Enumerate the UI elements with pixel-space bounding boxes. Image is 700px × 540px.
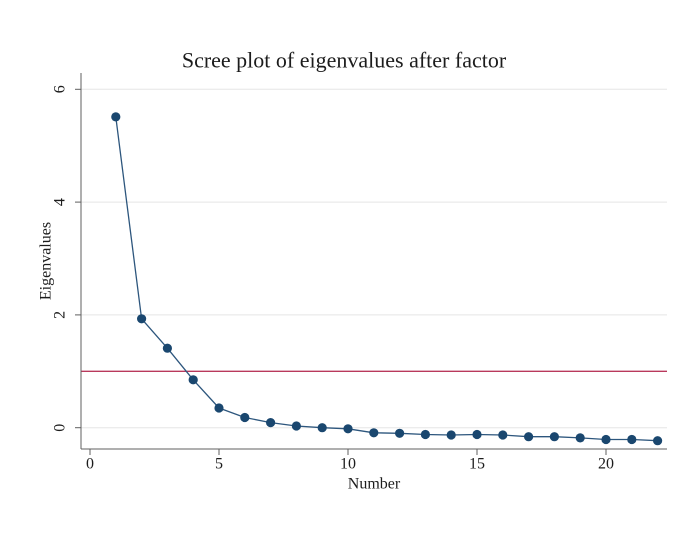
- data-point-marker: [188, 375, 198, 385]
- data-point-marker: [420, 429, 430, 440]
- data-point-marker: [498, 430, 508, 440]
- x-tick-label: 0: [86, 456, 94, 473]
- eigenvalue-series: [111, 112, 663, 446]
- x-tick-label: 15: [469, 456, 485, 473]
- data-point-marker: [240, 412, 250, 423]
- data-point-marker: [446, 430, 456, 440]
- x-tick-label: 20: [598, 456, 614, 473]
- y-axis-title: Eigenvalues: [38, 222, 55, 300]
- data-point-marker: [653, 436, 663, 446]
- data-point-marker: [137, 314, 147, 324]
- data-point-marker: [575, 433, 585, 443]
- x-axis-ticks: 0 5 10 15 20: [86, 449, 614, 473]
- chart-title: Scree plot of eigenvalues after factor: [182, 48, 507, 73]
- data-point-marker: [549, 432, 560, 442]
- data-point-marker: [627, 434, 637, 445]
- data-point-marker: [601, 434, 611, 445]
- y-tick-label: 2: [52, 311, 69, 319]
- data-point-marker: [395, 428, 405, 438]
- y-tick-label: 6: [52, 85, 69, 93]
- y-axis-ticks: 0 2 4 6: [52, 85, 81, 432]
- x-tick-label: 10: [340, 456, 356, 473]
- data-point-marker: [214, 403, 224, 413]
- data-point-marker: [343, 424, 353, 434]
- data-point-marker: [111, 112, 121, 122]
- data-point-marker: [524, 432, 534, 442]
- data-point-marker: [162, 343, 172, 353]
- y-tick-label: 0: [52, 424, 69, 432]
- data-point-marker: [266, 418, 276, 428]
- data-point-marker: [369, 428, 379, 438]
- x-axis-title: Number: [348, 476, 401, 493]
- data-point-marker: [291, 421, 301, 431]
- x-tick-label: 5: [215, 456, 223, 473]
- series-line: [115, 116, 658, 442]
- gridlines: [81, 88, 667, 429]
- data-point-marker: [317, 423, 327, 433]
- data-point-marker: [472, 429, 482, 440]
- y-tick-label: 4: [52, 198, 69, 206]
